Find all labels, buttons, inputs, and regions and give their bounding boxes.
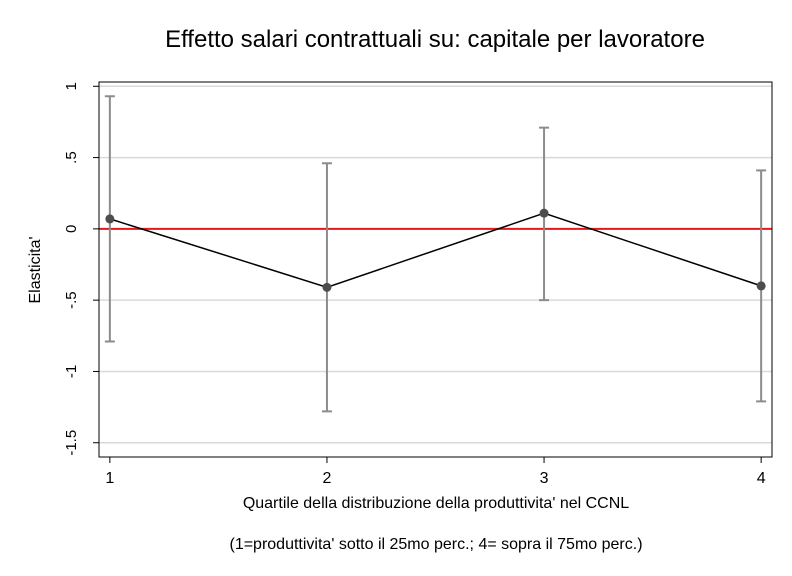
chart-title: Effetto salari contrattuali su: capitale…	[165, 26, 705, 53]
x-axis-note: (1=produttivita' sotto il 25mo perc.; 4=…	[229, 536, 642, 553]
x-tick-label: 2	[322, 470, 331, 487]
y-axis-label: Elasticita'	[27, 236, 44, 303]
y-tick-label: -1.5	[63, 430, 80, 456]
x-tick-label: 3	[540, 470, 549, 487]
data-point	[539, 208, 549, 218]
y-tick-label: .5	[63, 151, 80, 164]
y-tick-label: 1	[63, 82, 80, 90]
x-tick-label: 4	[757, 470, 766, 487]
x-axis-label: Quartile della distribuzione della produ…	[243, 495, 629, 512]
y-tick-label: 0	[63, 225, 80, 233]
data-point	[322, 282, 332, 292]
y-tick-label: -1	[63, 365, 80, 378]
x-tick-label: 1	[105, 470, 114, 487]
data-point	[105, 214, 115, 224]
series-line	[109, 212, 762, 289]
data-point	[756, 281, 766, 291]
y-tick-label: -.5	[63, 291, 80, 309]
plot-frame	[98, 81, 773, 458]
y-axis: 1 .5 0 -.5 -1 -1.5	[63, 82, 99, 456]
series-group	[104, 95, 767, 413]
x-axis: 1 2 3 4	[105, 457, 766, 487]
